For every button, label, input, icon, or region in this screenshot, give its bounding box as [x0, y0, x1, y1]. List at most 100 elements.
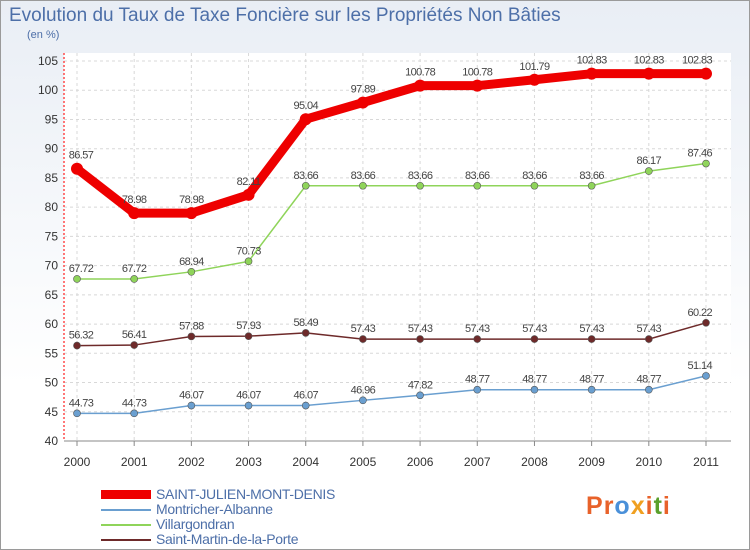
data-label: 83.66	[522, 170, 547, 182]
data-point	[473, 335, 482, 343]
data-label: 83.66	[465, 170, 490, 182]
data-point	[530, 385, 539, 394]
y-tick-label: 50	[45, 376, 59, 390]
data-label: 48.77	[522, 374, 547, 386]
data-label: 70.73	[236, 245, 261, 257]
data-point	[130, 409, 138, 418]
data-label: 46.07	[236, 390, 261, 402]
series-line	[77, 162, 707, 280]
data-point	[645, 335, 653, 343]
chart-title: Evolution du Taux de Taxe Foncière sur l…	[9, 5, 561, 26]
y-tick-label: 45	[45, 405, 59, 419]
data-point	[416, 181, 424, 190]
y-tick-label: 75	[45, 229, 59, 243]
data-label: 97.89	[351, 84, 376, 96]
data-label: 57.43	[465, 323, 490, 335]
x-tick-label: 2004	[292, 455, 319, 469]
data-point	[473, 181, 482, 190]
x-tick-label: 2008	[521, 455, 548, 469]
data-point	[73, 409, 81, 418]
data-label: 78.98	[122, 194, 147, 206]
data-point	[530, 181, 539, 190]
logo-letter: r	[603, 492, 615, 520]
data-label: 87.46	[687, 148, 712, 160]
data-point	[299, 113, 312, 126]
data-label: 82.11	[237, 176, 261, 188]
data-label: 44.73	[69, 397, 94, 409]
x-tick-label: 2000	[64, 455, 91, 469]
data-label: 57.93	[236, 320, 261, 332]
data-label: 83.66	[579, 170, 604, 182]
y-tick-label: 80	[45, 200, 59, 214]
legend-item: SAINT-JULIEN-MONT-DENIS	[101, 486, 421, 502]
y-tick-label: 95	[45, 112, 59, 126]
x-tick-label: 2002	[178, 455, 205, 469]
series-line	[74, 69, 706, 218]
y-tick-label: 60	[45, 317, 59, 331]
data-label: 78.98	[179, 194, 204, 206]
data-point	[587, 181, 596, 190]
x-tick-label: 2003	[235, 455, 262, 469]
data-point	[244, 257, 253, 266]
data-label: 57.43	[351, 323, 376, 335]
legend-swatch	[101, 524, 151, 526]
data-label: 86.17	[637, 155, 662, 167]
x-tick-label: 2007	[464, 455, 491, 469]
x-tick-label: 2011	[693, 455, 719, 469]
data-point	[471, 79, 484, 92]
logo-letter: o	[614, 492, 631, 520]
data-label: 83.66	[351, 170, 376, 182]
data-point	[185, 207, 198, 220]
data-point	[585, 67, 598, 80]
data-point	[702, 159, 710, 168]
data-label: 100.78	[462, 67, 493, 79]
data-point	[359, 181, 367, 190]
logo-letter: x	[630, 492, 646, 520]
data-label: 102.83	[634, 55, 665, 67]
legend-item: Montricher-Albanne	[101, 501, 421, 517]
data-label: 100.78	[405, 67, 436, 79]
data-point	[702, 318, 710, 327]
x-tick-label: 2001	[121, 455, 148, 469]
data-point	[130, 341, 138, 349]
data-label: 58.49	[293, 317, 318, 329]
data-point	[130, 275, 138, 283]
data-point	[587, 335, 596, 343]
legend-label: Villargondran	[156, 516, 235, 532]
legend-swatch	[101, 539, 151, 541]
data-label: 51.14	[687, 360, 712, 372]
data-point	[73, 341, 81, 350]
line-chart: 40 45 50 55 60 65 70 75 80 85 90 95 100 105 2000 2001 20…	[38, 53, 731, 469]
data-point	[301, 329, 310, 337]
y-tick-label: 105	[38, 54, 58, 68]
data-label: 57.43	[522, 323, 547, 335]
data-point	[528, 73, 541, 86]
data-label: 47.82	[408, 379, 433, 391]
data-point	[416, 335, 424, 343]
y-axis-unit: (en %)	[27, 29, 60, 41]
data-label: 86.57	[69, 150, 94, 162]
legend-item: Saint-Martin-de-la-Porte	[101, 531, 421, 547]
data-label: 102.83	[682, 55, 713, 67]
data-point	[73, 275, 81, 283]
data-point	[244, 332, 253, 340]
data-label: 56.32	[69, 330, 94, 342]
data-point	[244, 401, 253, 410]
logo-letter: t	[653, 492, 663, 520]
data-label: 60.22	[687, 307, 712, 319]
data-label: 48.77	[579, 374, 604, 386]
proxiti-logo: Proxiti	[586, 492, 671, 521]
data-label: 46.07	[293, 390, 318, 402]
logo-letter: P	[586, 492, 604, 520]
data-point	[187, 332, 196, 341]
logo-letter: i	[645, 492, 654, 520]
data-label: 101.79	[519, 61, 550, 73]
series-line	[77, 375, 707, 415]
x-tick-label: 2005	[350, 455, 377, 469]
y-tick-label: 70	[45, 259, 59, 273]
data-label: 67.72	[122, 263, 147, 275]
y-tick-label: 90	[45, 142, 59, 156]
legend-label: Montricher-Albanne	[156, 501, 273, 517]
x-tick-label: 2009	[578, 455, 605, 469]
data-point	[187, 268, 196, 276]
